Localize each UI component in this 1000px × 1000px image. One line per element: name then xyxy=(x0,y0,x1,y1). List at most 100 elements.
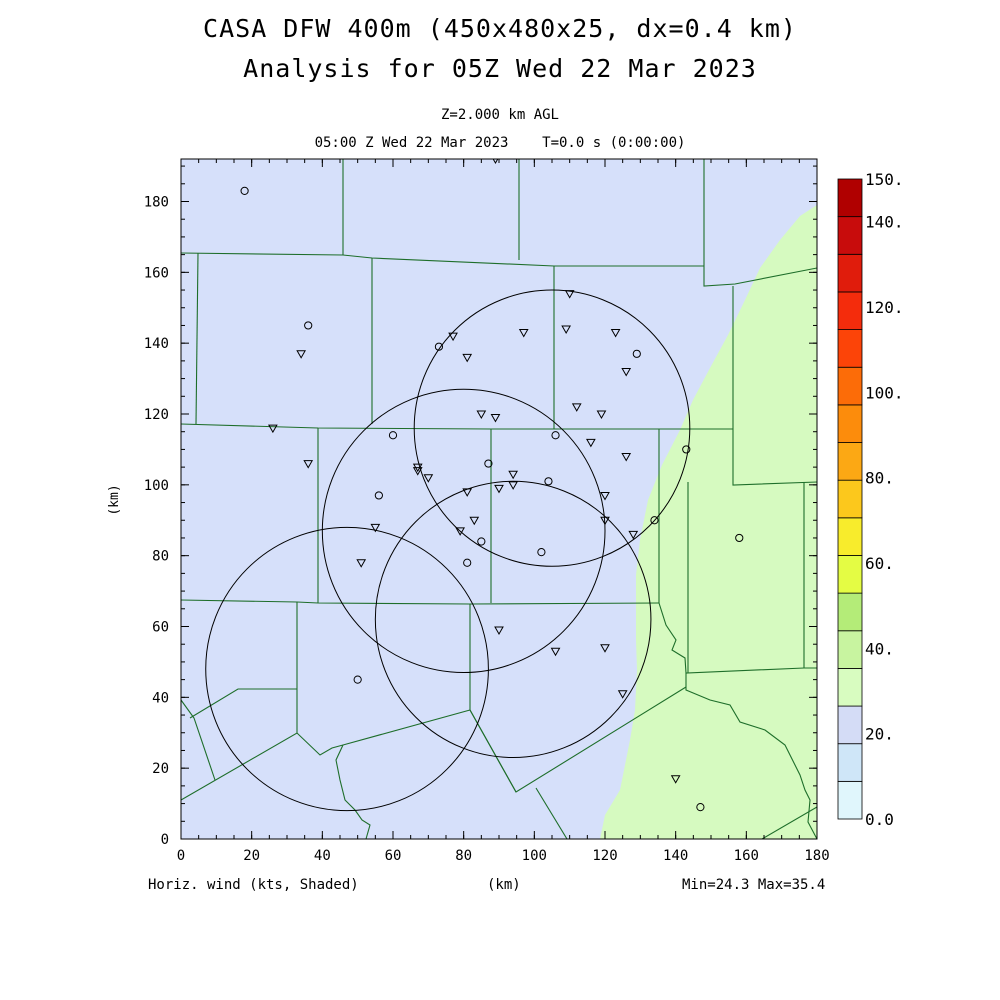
field-label: Horiz. wind (kts, Shaded) xyxy=(148,877,359,893)
station-triangle-marker xyxy=(550,647,561,657)
station-circle-marker xyxy=(544,477,553,486)
colorbar-swatch xyxy=(837,291,863,330)
colorbar-label: 40. xyxy=(865,639,894,658)
minmax-label: Min=24.3 Max=35.4 xyxy=(682,877,826,893)
x-tick-label: 180 xyxy=(804,848,829,864)
colorbar-label: 140. xyxy=(865,213,904,232)
colorbar-swatch xyxy=(837,479,863,519)
x-axis-label: (km) xyxy=(487,877,521,893)
y-tick-label: 180 xyxy=(144,195,169,211)
station-triangle-marker xyxy=(508,470,518,480)
station-triangle-marker xyxy=(571,403,582,412)
station-circle-marker xyxy=(374,491,383,500)
station-triangle-marker xyxy=(455,527,465,536)
station-circle-marker xyxy=(463,558,472,567)
y-tick-label: 0 xyxy=(161,832,169,848)
station-triangle-marker xyxy=(518,329,529,338)
colorbar-label: 20. xyxy=(865,725,894,744)
station-triangle-marker xyxy=(508,481,518,490)
colorbar-label: 80. xyxy=(865,469,894,488)
x-tick-label: 60 xyxy=(385,848,402,864)
station-triangle-marker xyxy=(476,410,487,420)
chart-subtitle: Analysis for 05Z Wed 22 Mar 2023 xyxy=(243,54,757,83)
station-triangle-marker xyxy=(448,332,458,342)
colorbar-swatch xyxy=(837,329,863,368)
y-tick-label: 20 xyxy=(152,761,169,777)
station-triangle-marker xyxy=(494,626,504,636)
x-tick-label: 0 xyxy=(177,848,185,864)
colorbar-label: 0.0 xyxy=(865,810,894,829)
station-circle-marker xyxy=(551,431,560,440)
y-tick-label: 60 xyxy=(152,620,169,636)
y-tick-label: 100 xyxy=(144,478,169,494)
station-circle-marker xyxy=(537,548,546,557)
x-tick-label: 140 xyxy=(663,848,688,864)
station-triangle-marker xyxy=(628,530,639,540)
station-circle-marker xyxy=(477,537,486,546)
station-triangle-marker xyxy=(617,690,628,699)
station-triangle-marker xyxy=(621,453,632,462)
station-triangle-marker xyxy=(596,410,607,420)
colorbar-swatch xyxy=(837,517,863,556)
colorbar-label: 150. xyxy=(865,170,904,189)
station-circle-marker xyxy=(434,342,444,351)
colorbar-label: 120. xyxy=(865,298,904,317)
colorbar-swatch xyxy=(837,592,863,632)
station-triangle-marker xyxy=(494,484,504,494)
y-tick-label: 80 xyxy=(152,549,169,565)
station-triangle-marker xyxy=(296,350,306,359)
x-tick-label: 20 xyxy=(243,848,260,864)
station-triangle-marker xyxy=(356,559,367,568)
colorbar-swatch xyxy=(837,743,863,782)
x-tick-label: 160 xyxy=(734,848,759,864)
station-circle-marker xyxy=(632,349,641,358)
station-triangle-marker xyxy=(412,467,423,476)
colorbar-swatch xyxy=(837,216,863,255)
station-triangle-marker xyxy=(462,488,473,497)
colorbar-swatch xyxy=(837,404,863,443)
station-triangle-marker xyxy=(670,775,681,784)
colorbar-swatch xyxy=(837,630,863,669)
colorbar-swatch xyxy=(837,442,863,481)
radar-range-ring xyxy=(205,526,489,812)
colorbar-swatch xyxy=(837,780,863,820)
time-label: 05:00 Z Wed 22 Mar 2023 T=0.0 s (0:00:00… xyxy=(314,135,686,151)
station-circle-marker xyxy=(650,516,659,525)
station-circle-marker xyxy=(388,431,398,440)
colorbar-swatch xyxy=(837,705,863,745)
station-circle-marker xyxy=(240,186,249,195)
station-triangle-marker xyxy=(600,491,610,501)
y-tick-label: 120 xyxy=(144,407,169,423)
x-tick-label: 40 xyxy=(314,848,331,864)
y-tick-label: 160 xyxy=(144,265,169,281)
station-triangle-marker xyxy=(469,516,480,526)
mid-wind-region xyxy=(600,205,817,839)
station-triangle-marker xyxy=(462,353,473,363)
y-axis-label: (km) xyxy=(107,484,122,515)
station-circle-marker xyxy=(735,533,744,543)
station-circle-marker xyxy=(353,675,362,684)
station-circle-marker xyxy=(484,459,493,468)
x-tick-label: 120 xyxy=(592,848,617,864)
x-tick-label: 80 xyxy=(455,848,472,864)
station-circle-marker xyxy=(696,803,705,812)
station-triangle-marker xyxy=(600,644,610,653)
station-triangle-marker xyxy=(370,523,381,533)
colorbar-swatch xyxy=(837,555,863,594)
colorbar-swatch xyxy=(837,668,863,707)
level-label: Z=2.000 km AGL xyxy=(440,107,559,123)
station-circle-marker xyxy=(304,321,313,330)
station-triangle-marker xyxy=(490,414,501,423)
county-boundaries xyxy=(181,159,817,839)
radar-range-ring xyxy=(413,289,691,567)
station-triangle-marker xyxy=(610,329,621,338)
station-triangle-marker xyxy=(268,424,278,434)
colorbar-label: 100. xyxy=(865,383,904,402)
station-triangle-marker xyxy=(621,368,632,377)
x-tick-label: 100 xyxy=(522,848,547,864)
radar-range-ring xyxy=(374,480,652,759)
y-tick-label: 140 xyxy=(144,336,169,352)
colorbar-swatch xyxy=(837,253,863,293)
station-triangle-marker xyxy=(561,325,571,335)
